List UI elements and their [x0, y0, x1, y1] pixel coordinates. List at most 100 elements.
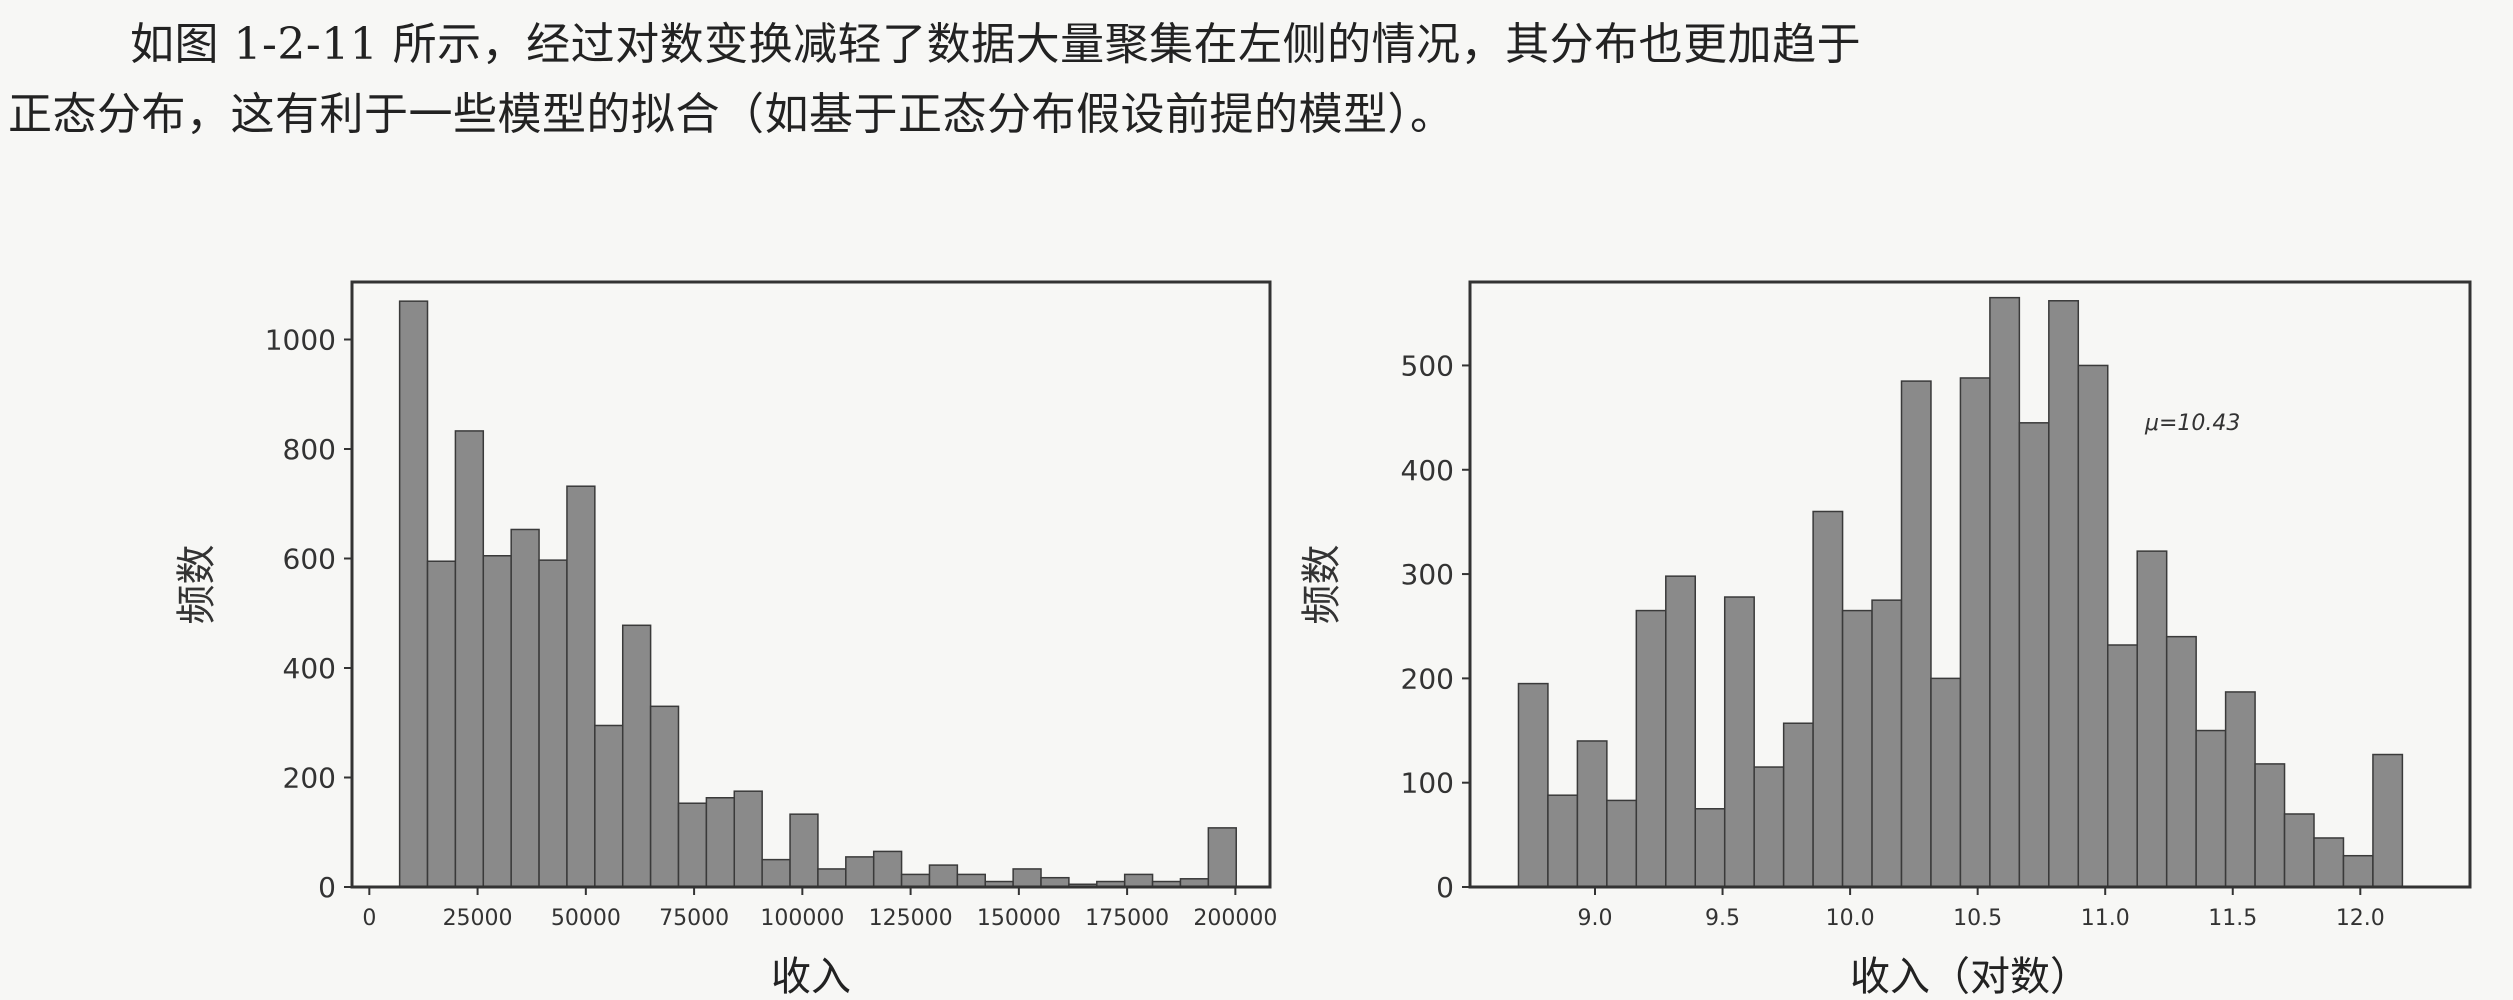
log-income-y-axis-label: 频数 [1299, 545, 1345, 625]
income-bar [649, 705, 680, 888]
log-income-y-tick-label: 100 [1401, 767, 1454, 800]
paragraph-line-2: 正态分布，这有利于一些模型的拟合（如基于正态分布假设前提的模型）。 [8, 89, 1455, 140]
log-income-bar [1576, 740, 1608, 888]
income-bar [538, 559, 568, 888]
income-bar [482, 555, 512, 888]
income-x-tick-label: 125000 [869, 906, 953, 931]
log-income-bar [2136, 550, 2168, 888]
income-histogram: 0 25000 50000 75000 100000 125000 150000 175000… [174, 280, 1277, 1000]
income-bar [928, 864, 959, 888]
log-income-x-tick-label: 10.5 [1953, 906, 2002, 931]
log-income-y-tick-label: 500 [1401, 349, 1454, 382]
log-income-bar [2283, 813, 2315, 888]
income-bar [510, 528, 540, 888]
income-y-ticks: 0 200 400 600 800 1000 [265, 323, 352, 904]
log-income-x-ticks: 9.0 9.5 10.0 10.5 11.0 11.5 12.0 [1578, 887, 2385, 931]
log-income-bar [2342, 854, 2374, 888]
log-income-bar [1606, 799, 1638, 888]
income-x-tick-label: 100000 [760, 906, 844, 931]
log-income-bar [2165, 635, 2197, 888]
log-income-bar [2195, 729, 2227, 888]
log-income-bar [2107, 644, 2138, 888]
income-bar [733, 790, 763, 888]
income-y-tick-label: 400 [283, 652, 336, 685]
income-bar [594, 724, 624, 888]
log-income-x-tick-label: 9.0 [1578, 906, 1613, 931]
income-y-tick-label: 600 [283, 542, 336, 575]
income-x-tick-label: 175000 [1085, 906, 1169, 931]
paragraph-line-1: 如图 1-2-11 所示，经过对数变换减轻了数据大量聚集在左侧的情况，其分布也更… [130, 19, 1862, 70]
income-x-ticks: 0 25000 50000 75000 100000 125000 150000 175000… [362, 887, 1277, 931]
log-income-y-tick-label: 0 [1436, 871, 1454, 904]
income-bar [872, 850, 903, 888]
log-income-bar [1694, 808, 1726, 888]
log-income-x-tick-label: 10.0 [1826, 906, 1875, 931]
income-bar [621, 624, 652, 888]
log-income-bar [1900, 380, 1932, 888]
income-bar [956, 873, 986, 888]
log-income-y-tick-label: 400 [1401, 454, 1454, 487]
income-x-tick-label: 50000 [551, 906, 621, 931]
log-income-x-tick-label: 9.5 [1705, 906, 1740, 931]
log-income-bar [1812, 510, 1844, 888]
log-income-y-ticks: 0 100 200 300 400 500 [1401, 349, 1470, 904]
log-income-bars [1517, 296, 2404, 888]
log-income-histogram: 9.0 9.5 10.0 10.5 11.0 11.5 12.0 0 100 200 300 400… [1299, 280, 2472, 1000]
body-paragraph: 如图 1-2-11 所示，经过对数变换减轻了数据大量聚集在左侧的情况，其分布也更… [0, 10, 2513, 150]
income-x-tick-label: 25000 [443, 906, 513, 931]
income-bar [845, 856, 875, 888]
income-bar [566, 485, 596, 888]
income-x-tick-label: 75000 [659, 906, 729, 931]
income-bar [677, 802, 708, 888]
income-bar [454, 430, 485, 888]
log-income-bar [1841, 609, 1873, 888]
income-bar [398, 300, 429, 888]
income-bar [1123, 873, 1154, 888]
log-income-x-tick-label: 11.5 [2208, 906, 2257, 931]
log-income-bar [1517, 682, 1549, 888]
income-bars [398, 300, 1237, 888]
income-plot-frame [350, 280, 1272, 889]
income-bar [761, 858, 791, 888]
income-bar [705, 797, 736, 888]
income-y-tick-label: 1000 [265, 323, 336, 356]
income-bar [1207, 827, 1237, 888]
log-income-bar [2224, 691, 2256, 888]
income-bar [426, 560, 457, 888]
log-income-x-tick-label: 12.0 [2336, 906, 2385, 931]
income-bar [900, 873, 931, 888]
mean-annotation: μ=10.43 [2144, 411, 2240, 436]
log-income-bar [2077, 364, 2109, 888]
income-x-tick-label: 0 [362, 906, 376, 931]
log-income-bar [1871, 599, 1903, 888]
income-bar [789, 813, 819, 888]
income-bar [1012, 868, 1042, 888]
income-x-tick-label: 200000 [1193, 906, 1277, 931]
log-income-x-axis-label: 收入（对数） [1850, 954, 2090, 1000]
log-income-bar [1959, 377, 1991, 888]
income-bar [817, 868, 847, 888]
log-income-x-tick-label: 11.0 [2081, 906, 2130, 931]
log-income-bar [1753, 766, 1785, 888]
income-x-tick-label: 150000 [977, 906, 1061, 931]
log-income-y-tick-label: 200 [1401, 662, 1454, 695]
log-income-bar [1547, 794, 1579, 888]
log-income-bar [1635, 609, 1667, 888]
income-x-axis-label: 收入 [771, 954, 851, 1000]
income-y-tick-label: 200 [283, 761, 336, 794]
log-income-plot-frame [1468, 280, 2472, 889]
log-income-bar [1930, 677, 1962, 888]
log-income-bar [2313, 837, 2345, 888]
income-y-tick-label: 0 [318, 871, 336, 904]
log-income-bar [2372, 753, 2404, 888]
log-income-y-tick-label: 300 [1401, 558, 1454, 591]
log-income-bar [1665, 575, 1697, 888]
income-y-axis-label: 频数 [174, 545, 220, 625]
log-income-bar [2254, 763, 2286, 888]
income-y-tick-label: 800 [283, 433, 336, 466]
log-income-bar [2048, 300, 2080, 888]
log-income-bar [1782, 722, 1814, 888]
log-income-bar [1723, 596, 1755, 888]
